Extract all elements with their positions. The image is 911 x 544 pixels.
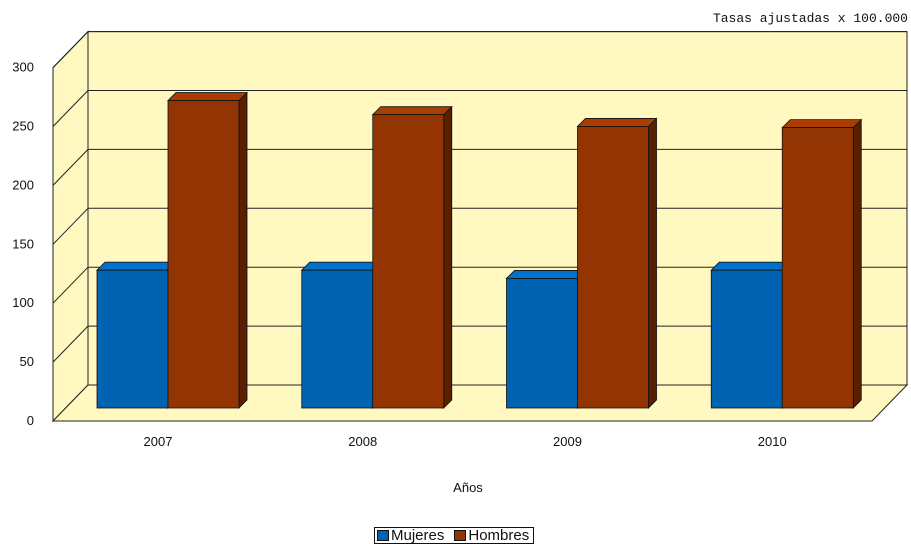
bar-front — [167, 100, 240, 409]
legend-label-mujeres: Mujeres — [391, 527, 445, 544]
y-axis-ticks: 0 50 100 150 200 250 300 — [12, 60, 34, 428]
bar-front — [301, 269, 374, 409]
y-tick-label: 100 — [12, 295, 34, 310]
bar-side — [648, 117, 657, 409]
bar-top — [781, 119, 863, 129]
legend-item-hombres: Hombres — [454, 527, 529, 544]
x-tick-label: 2007 — [144, 434, 173, 449]
bar-front — [781, 127, 854, 409]
bar-top — [96, 261, 177, 271]
chart-note: Tasas ajustadas x 100.000 — [713, 11, 908, 26]
bar-front — [506, 278, 578, 409]
gridline-depth — [52, 31, 89, 68]
y-tick-label: 50 — [20, 354, 34, 369]
x-axis-ticks: 2007 2008 2009 2010 — [144, 434, 787, 449]
bar-hombres-2007 — [167, 91, 248, 409]
bar-side — [238, 91, 248, 409]
gridline-depth — [52, 90, 89, 127]
y-tick-label: 300 — [12, 60, 34, 75]
bar-front — [710, 269, 783, 409]
x-tick-label: 2010 — [758, 434, 787, 449]
bar-top — [300, 261, 382, 271]
bar-hombres-2008 — [371, 105, 453, 409]
gridline-depth — [52, 149, 89, 186]
gridline-depth — [52, 207, 89, 245]
bar-mujeres-2010 — [710, 261, 792, 409]
legend: Mujeres Hombres — [374, 527, 535, 544]
bar-hombres-2010 — [781, 118, 863, 409]
gridline-depth — [52, 266, 89, 304]
bar-front — [372, 114, 445, 409]
legend-item-mujeres: Mujeres — [377, 527, 444, 544]
gridline-depth — [52, 325, 89, 363]
bar-top — [167, 92, 248, 101]
y-tick-label: 150 — [12, 236, 34, 251]
bar-mujeres-2009 — [505, 269, 587, 409]
bar-side — [443, 105, 453, 409]
y-tick-label: 200 — [12, 177, 34, 192]
y-tick-label: 250 — [12, 119, 34, 134]
x-tick-label: 2008 — [348, 434, 377, 449]
bars — [96, 91, 863, 409]
legend-swatch-mujeres — [377, 530, 389, 541]
bar-mujeres-2008 — [300, 261, 382, 409]
bar-front — [96, 269, 169, 409]
bar-top — [505, 270, 587, 279]
y-tick-label: 0 — [27, 413, 34, 428]
bar-top — [371, 106, 453, 116]
bar-hombres-2009 — [576, 117, 658, 409]
bar-mujeres-2007 — [96, 261, 177, 409]
x-tick-label: 2009 — [553, 434, 582, 449]
legend-label-hombres: Hombres — [468, 527, 530, 544]
legend-swatch-hombres — [454, 530, 467, 541]
floor — [51, 384, 909, 422]
x-axis-label: Años — [453, 480, 483, 495]
bar-top — [576, 118, 658, 127]
bar-front — [577, 126, 649, 409]
bar-top — [710, 261, 792, 271]
bar-side — [852, 118, 862, 409]
